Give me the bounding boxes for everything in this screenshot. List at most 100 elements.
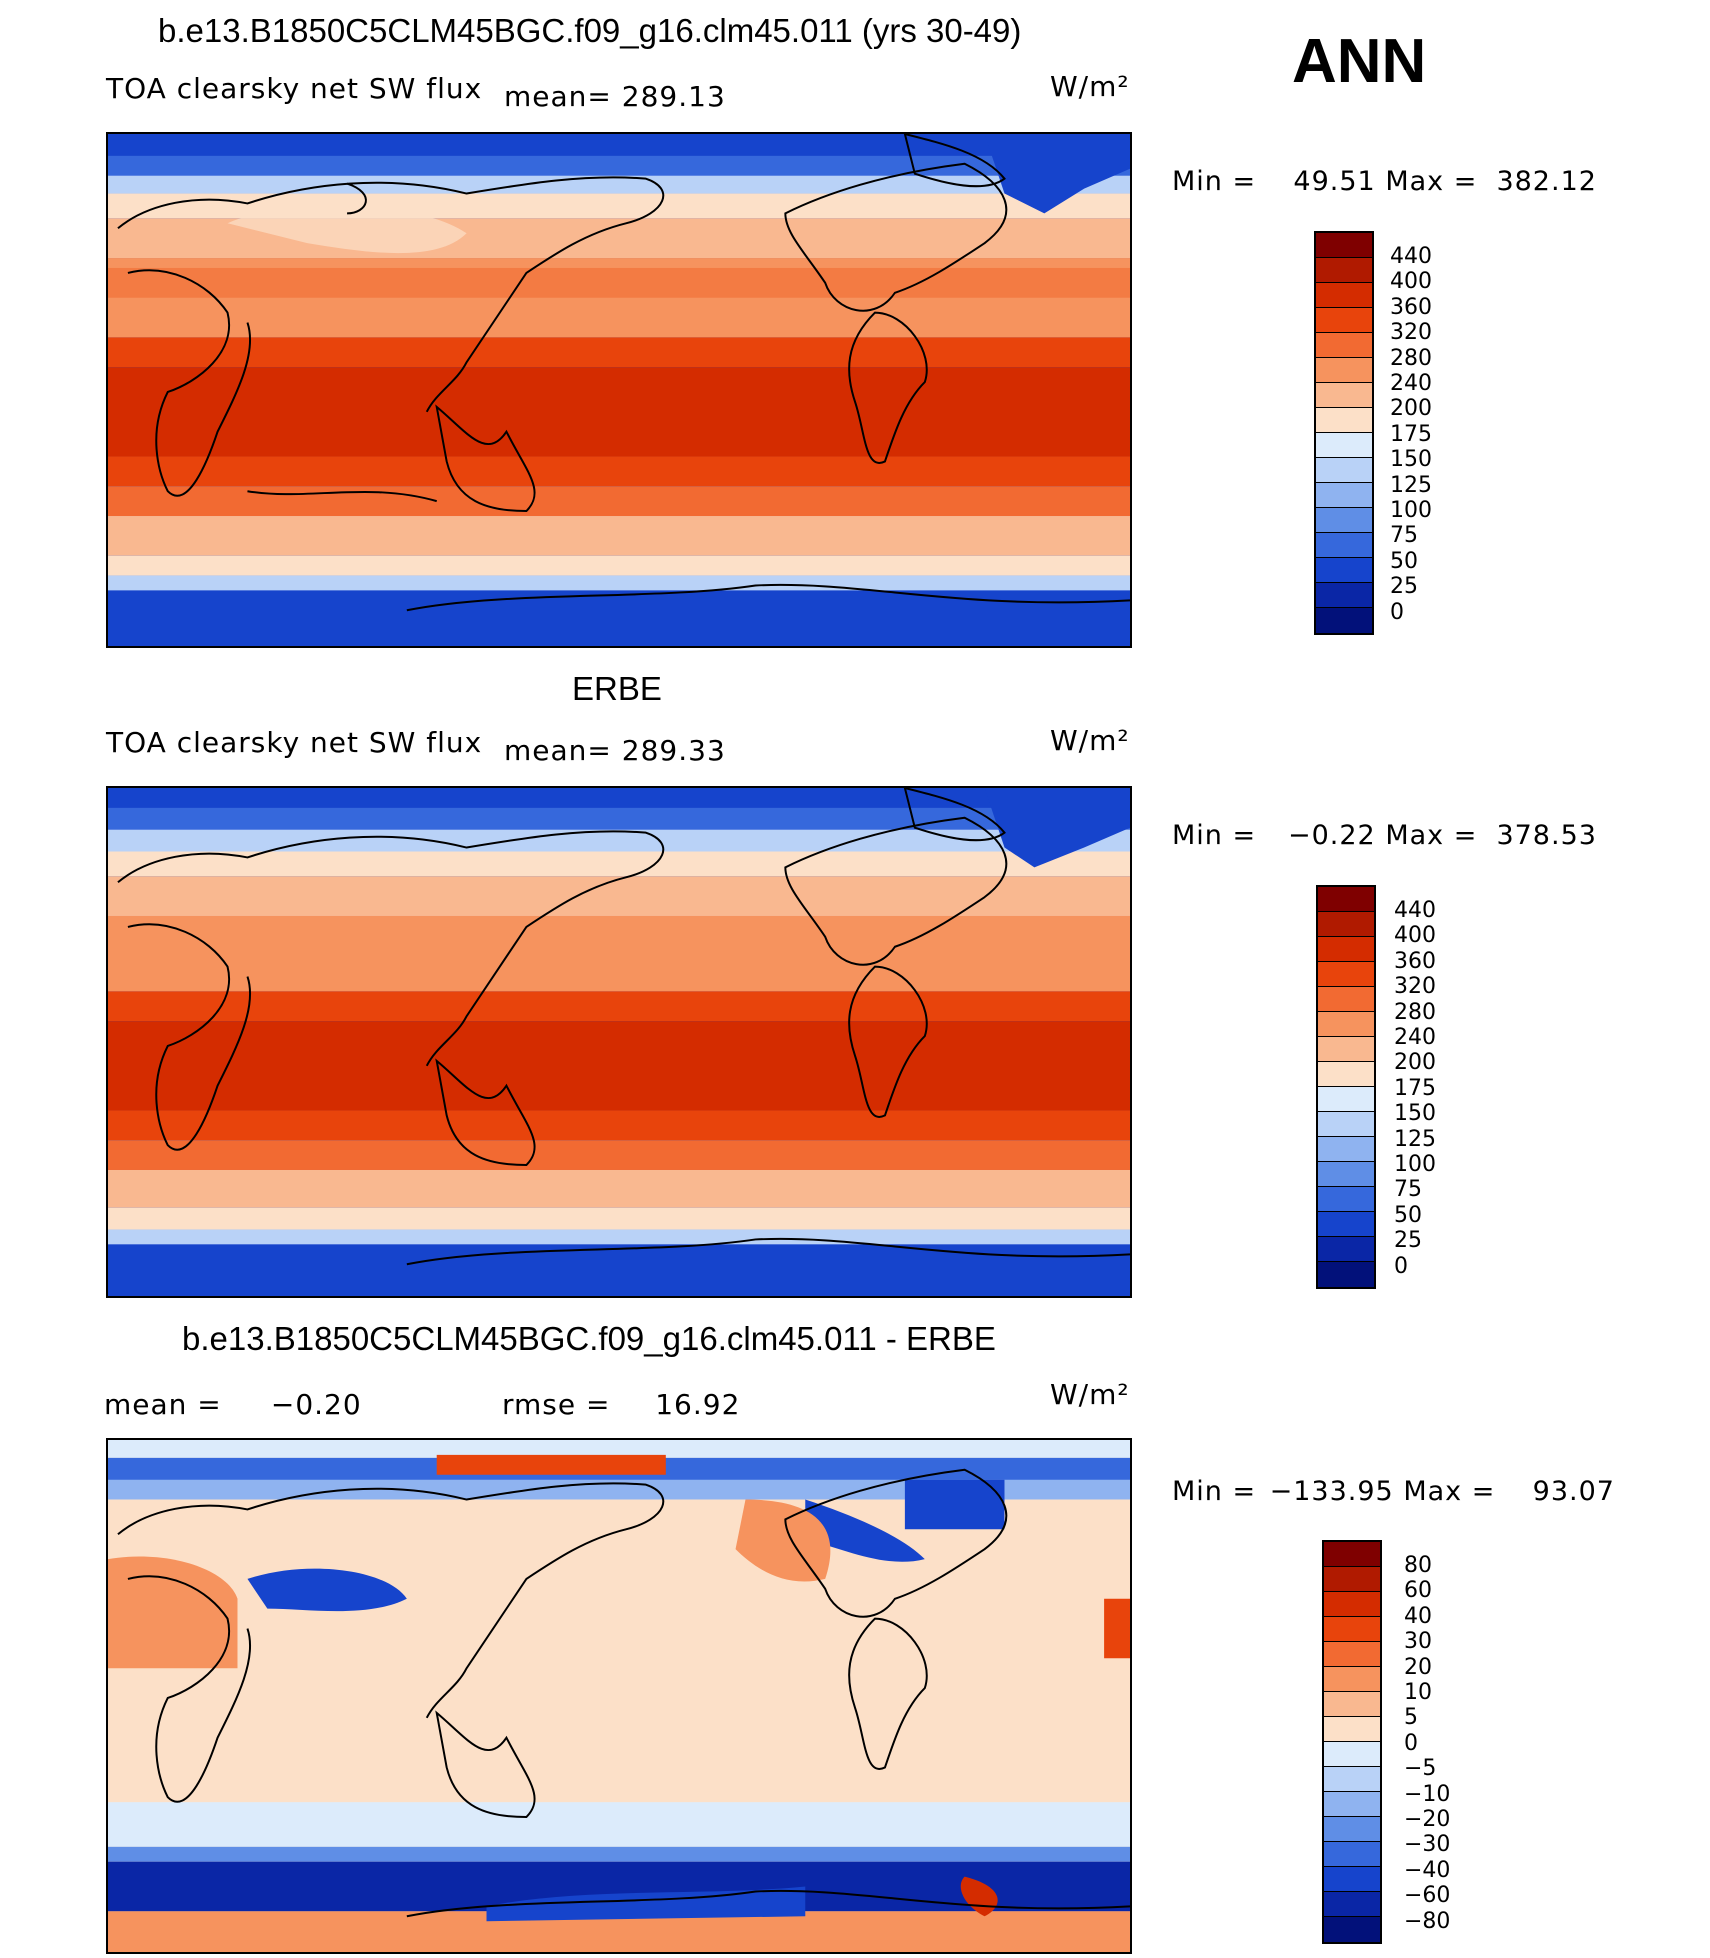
- panel2-units: W/m²: [1050, 724, 1130, 757]
- panel1-units: W/m²: [1050, 70, 1130, 103]
- panel2-colorbar-tick-label: 0: [1394, 1253, 1408, 1279]
- panel1-colorbar-swatch: [1316, 608, 1372, 633]
- panel3-title: b.e13.B1850C5CLM45BGC.f09_g16.clm45.011 …: [182, 1320, 996, 1357]
- panel3-colorbar-tick-label: 30: [1404, 1629, 1432, 1655]
- panel2-colorbar-tick-label: 175: [1394, 1075, 1436, 1101]
- panel2-mean-value: 289.33: [621, 734, 726, 767]
- panel2-colorbar-swatch: [1318, 1187, 1374, 1212]
- panel1-colorbar-swatch: [1316, 483, 1372, 508]
- panel3-colorbar-tick-label: 80: [1404, 1553, 1432, 1578]
- panel2-colorbar: [1316, 885, 1376, 1289]
- panel1-colorbar-tick-label: 0: [1390, 599, 1404, 625]
- panel2-colorbar-swatch: [1318, 962, 1374, 987]
- panel3-rmse-value: 16.92: [655, 1388, 741, 1421]
- panel3-colorbar-swatch: [1324, 1917, 1380, 1942]
- panel1-colorbar-tick-label: 125: [1390, 472, 1432, 498]
- panel2-colorbar-labels: 440 400 360 320 280 240 200 175 150 125 100 75 50 25 0: [1394, 898, 1436, 1279]
- panel1-colorbar-tick-label: 75: [1390, 523, 1418, 549]
- panel1-colorbar-swatch: [1316, 533, 1372, 558]
- panel2-colorbar-tick-label: 200: [1394, 1050, 1436, 1076]
- panel3-colorbar-swatch: [1324, 1667, 1380, 1692]
- panel2-min-value: −0.22: [1287, 820, 1376, 851]
- panel3-colorbar-tick-label: 60: [1404, 1578, 1432, 1604]
- panel2-colorbar-tick-label: 100: [1394, 1152, 1436, 1178]
- panel3-max-value: 93.07: [1532, 1476, 1615, 1507]
- panel3-colorbar-labels: 80 60 40 30 20 10 5 0 −5 −10 −20 −30 −40 −60 −80: [1404, 1553, 1450, 1934]
- panel2-map: [106, 786, 1132, 1298]
- panel3-colorbar-tick-label: −60: [1404, 1883, 1451, 1909]
- panel1-colorbar: [1314, 231, 1374, 635]
- panel1-colorbar-swatch: [1316, 233, 1372, 258]
- panel1-colorbar-swatch: [1316, 358, 1372, 383]
- panel1-colorbar-tick-label: 50: [1390, 548, 1418, 574]
- panel2-colorbar-tick-label: 240: [1394, 1025, 1436, 1051]
- panel3-rmse: rmse = 16.92: [502, 1388, 740, 1421]
- panel3-colorbar-swatch: [1324, 1867, 1380, 1892]
- panel2-colorbar-tick-label: 125: [1394, 1126, 1436, 1152]
- panel2-minmax: Min = −0.22 Max = 378.53: [1172, 820, 1597, 851]
- panel3-colorbar-tick-label: 20: [1404, 1654, 1432, 1680]
- panel1-colorbar-swatch: [1316, 333, 1372, 358]
- panel1-colorbar-tick-label: 200: [1390, 396, 1432, 422]
- panel3-units: W/m²: [1050, 1378, 1130, 1411]
- panel2-colorbar-swatch: [1318, 1237, 1374, 1262]
- panel1-max-label: Max =: [1385, 166, 1478, 197]
- panel1-colorbar-swatch: [1316, 258, 1372, 283]
- panel3-colorbar-tick-label: −5: [1404, 1756, 1437, 1782]
- panel1-colorbar-tick-label: 240: [1390, 371, 1432, 397]
- panel2-max-label: Max =: [1385, 820, 1478, 851]
- panel2-colorbar-swatch: [1318, 1062, 1374, 1087]
- panel2-variable: TOA clearsky net SW flux: [106, 726, 483, 759]
- panel2-colorbar-tick-label: 440: [1394, 898, 1436, 923]
- panel2-colorbar-swatch: [1318, 912, 1374, 937]
- panel3-mean: mean = −0.20: [104, 1388, 362, 1421]
- panel3-colorbar: [1322, 1540, 1382, 1944]
- season-label: ANN: [1292, 27, 1427, 96]
- panel1-title: b.e13.B1850C5CLM45BGC.f09_g16.clm45.011 …: [158, 12, 1022, 49]
- panel1-min-value: 49.51: [1293, 166, 1376, 197]
- panel1-colorbar-tick-label: 280: [1390, 345, 1432, 371]
- panel2-colorbar-tick-label: 50: [1394, 1202, 1422, 1228]
- panel3-colorbar-swatch: [1324, 1617, 1380, 1642]
- panel3-colorbar-swatch: [1324, 1842, 1380, 1867]
- panel3-colorbar-tick-label: 40: [1404, 1603, 1432, 1629]
- panel1-colorbar-tick-label: 175: [1390, 421, 1432, 447]
- panel3-colorbar-tick-label: −30: [1404, 1832, 1451, 1858]
- panel1-colorbar-tick-label: 440: [1390, 244, 1432, 269]
- panel1-map: [106, 132, 1132, 648]
- panel3-colorbar-swatch: [1324, 1692, 1380, 1717]
- panel1-minmax: Min = 49.51 Max = 382.12: [1172, 166, 1597, 197]
- panel1-colorbar-tick-label: 100: [1390, 498, 1432, 524]
- panel3-colorbar-swatch: [1324, 1742, 1380, 1767]
- panel1-colorbar-tick-label: 360: [1390, 294, 1432, 320]
- panel1-colorbar-swatch: [1316, 458, 1372, 483]
- panel3-colorbar-swatch: [1324, 1642, 1380, 1667]
- panel3-colorbar-tick-label: −40: [1404, 1857, 1451, 1883]
- panel1-max-value: 382.12: [1496, 166, 1597, 197]
- panel2-colorbar-tick-label: 75: [1394, 1177, 1422, 1203]
- panel2-colorbar-swatch: [1318, 887, 1374, 912]
- panel3-colorbar-swatch: [1324, 1792, 1380, 1817]
- panel1-colorbar-swatch: [1316, 558, 1372, 583]
- panel1-colorbar-swatch: [1316, 433, 1372, 458]
- panel2-colorbar-swatch: [1318, 987, 1374, 1012]
- panel3-colorbar-swatch: [1324, 1542, 1380, 1567]
- panel2-colorbar-tick-label: 25: [1394, 1228, 1422, 1254]
- panel2-min-label: Min =: [1172, 820, 1257, 851]
- panel3-map: [106, 1438, 1132, 1954]
- panel2-colorbar-swatch: [1318, 1137, 1374, 1162]
- panel3-rmse-label: rmse =: [502, 1388, 611, 1421]
- panel3-colorbar-swatch: [1324, 1767, 1380, 1792]
- panel3-mean-label: mean =: [104, 1388, 222, 1421]
- panel1-colorbar-swatch: [1316, 283, 1372, 308]
- panel1-colorbar-tick-label: 150: [1390, 447, 1432, 473]
- panel1-variable: TOA clearsky net SW flux: [106, 72, 483, 105]
- panel1-mean: mean= 289.13: [504, 80, 726, 113]
- panel2-colorbar-swatch: [1318, 1262, 1374, 1287]
- panel2-title: ERBE: [572, 670, 662, 707]
- panel3-colorbar-tick-label: 10: [1404, 1680, 1432, 1706]
- panel3-colorbar-tick-label: 0: [1404, 1730, 1418, 1756]
- panel3-colorbar-tick-label: −20: [1404, 1807, 1451, 1833]
- panel1-colorbar-tick-label: 320: [1390, 320, 1432, 346]
- panel1-colorbar-swatch: [1316, 508, 1372, 533]
